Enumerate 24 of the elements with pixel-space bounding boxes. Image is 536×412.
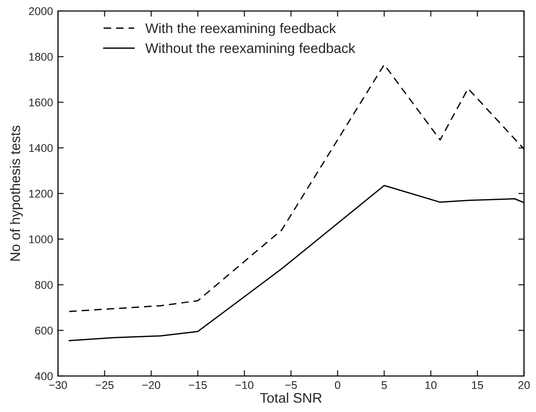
x-tick-label: −20 <box>142 381 160 390</box>
y-tick-label: 600 <box>35 326 53 335</box>
legend-label: Without the reexamining feedback <box>145 42 356 56</box>
y-tick-label: 2000 <box>28 7 53 16</box>
x-tick-label: 5 <box>382 381 387 390</box>
x-tick-label: 10 <box>425 381 437 390</box>
x-tick-label: −10 <box>236 381 254 390</box>
y-tick-label: 1800 <box>29 52 53 61</box>
y-tick-label: 1400 <box>29 144 53 152</box>
y-tick-label: 1600 <box>29 98 53 106</box>
x-tick-label: 0 <box>334 381 340 390</box>
legend-label: With the reexamining feedback <box>145 22 336 36</box>
y-tick-label: 400 <box>34 372 53 380</box>
x-tick-label: −5 <box>285 381 297 390</box>
x-tick-label: 15 <box>472 381 484 390</box>
x-tick-label: 20 <box>518 381 530 390</box>
y-axis-title: No of hypothesis tests <box>10 126 23 261</box>
y-tick-label: 1000 <box>29 235 53 244</box>
y-tick-label: 800 <box>35 281 53 289</box>
x-tick-label: −15 <box>188 381 207 390</box>
x-tick-label: −25 <box>96 381 114 390</box>
x-tick-label: −30 <box>49 381 67 390</box>
y-tick-label: 1200 <box>29 190 53 198</box>
x-axis-title: Total SNR <box>260 392 322 403</box>
